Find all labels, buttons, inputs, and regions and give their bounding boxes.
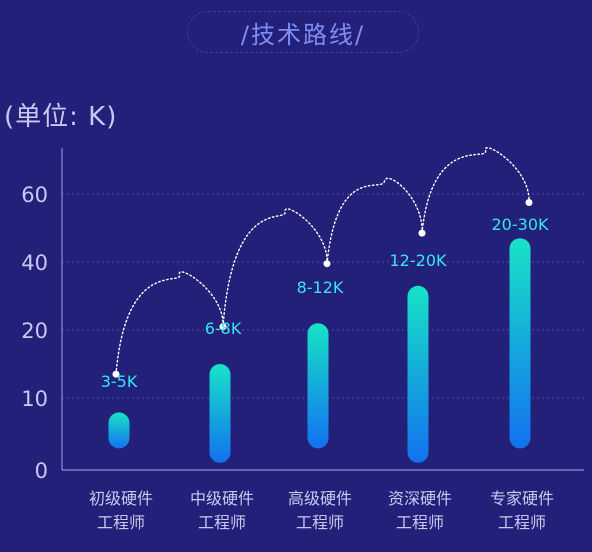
- bar: [307, 323, 329, 449]
- unit-label: (单位: K): [4, 102, 118, 132]
- x-category-label: 工程师: [198, 513, 246, 532]
- bar: [209, 364, 231, 463]
- bar: [108, 412, 130, 449]
- data-label: 12-20K: [390, 251, 447, 270]
- trend-point: [112, 370, 120, 378]
- x-category-label: 中级硬件: [190, 489, 254, 508]
- bar: [407, 285, 429, 463]
- x-category-label: 工程师: [498, 513, 546, 532]
- data-label: 20-30K: [492, 215, 549, 234]
- labels: 0 10 20 40 60 3-5K 6-8K 8-12K 12-20K 20-30K 初级硬件工程…: [21, 183, 554, 532]
- axes: [61, 148, 584, 471]
- trend-point: [525, 199, 533, 206]
- bar: [509, 238, 531, 449]
- x-category-label: 工程师: [296, 513, 344, 532]
- bars: [108, 238, 531, 463]
- data-label: 6-8K: [205, 319, 242, 338]
- y-tick-label: 0: [35, 459, 48, 483]
- x-category-label: 高级硬件: [288, 489, 352, 508]
- chart-title: /技术路线/: [187, 11, 419, 53]
- x-category-label: 初级硬件: [89, 489, 153, 508]
- x-category-label: 资深硬件: [388, 489, 452, 508]
- y-tick-label: 10: [21, 387, 48, 411]
- x-category-label: 工程师: [97, 513, 145, 532]
- y-tick-label: 60: [21, 183, 48, 207]
- trend-arc: [222, 208, 328, 328]
- x-category-label: 专家硬件: [490, 489, 554, 508]
- trend-curves: [112, 147, 533, 378]
- trend-arc: [421, 147, 530, 234]
- trend-point: [418, 229, 426, 237]
- data-label: 8-12K: [297, 278, 344, 297]
- y-tick-label: 40: [21, 251, 48, 275]
- y-tick-label: 20: [21, 319, 48, 343]
- trend-point: [219, 323, 227, 331]
- trend-arc: [115, 271, 224, 375]
- x-category-label: 工程师: [396, 513, 444, 532]
- trend-arc: [326, 177, 423, 265]
- data-label: 3-5K: [101, 372, 138, 391]
- trend-point: [323, 260, 331, 268]
